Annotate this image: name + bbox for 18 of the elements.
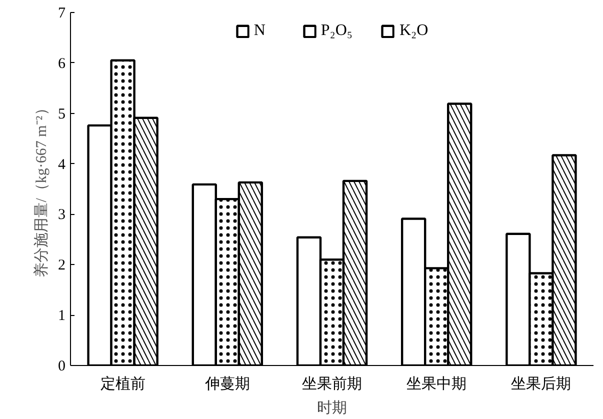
y-tick-label: 1: [58, 308, 66, 324]
legend-label: P₂O₅: [320, 22, 352, 40]
y-tick-label: 7: [58, 6, 66, 22]
x-tick-label: 坐果中期: [406, 376, 467, 392]
x-axis-title: 时期: [317, 400, 347, 416]
y-tick-label: 5: [58, 106, 66, 122]
x-tick-label: 伸蔓期: [204, 376, 250, 392]
y-tick-label: 3: [58, 207, 66, 224]
x-tick-label: 定植前: [100, 376, 146, 392]
y-tick-label: 2: [58, 258, 66, 274]
x-tick-label: 坐果后期: [511, 376, 572, 392]
y-tick-label: 6: [58, 56, 66, 72]
y-axis-title: 养分施用量/（kg·667 m⁻²）: [33, 100, 50, 278]
legend-label: N: [254, 22, 266, 40]
y-tick-label: 4: [58, 156, 66, 173]
x-tick-label: 坐果前期: [302, 376, 362, 392]
y-tick-label: 0: [58, 358, 66, 374]
legend-label: K₂O: [399, 22, 428, 40]
